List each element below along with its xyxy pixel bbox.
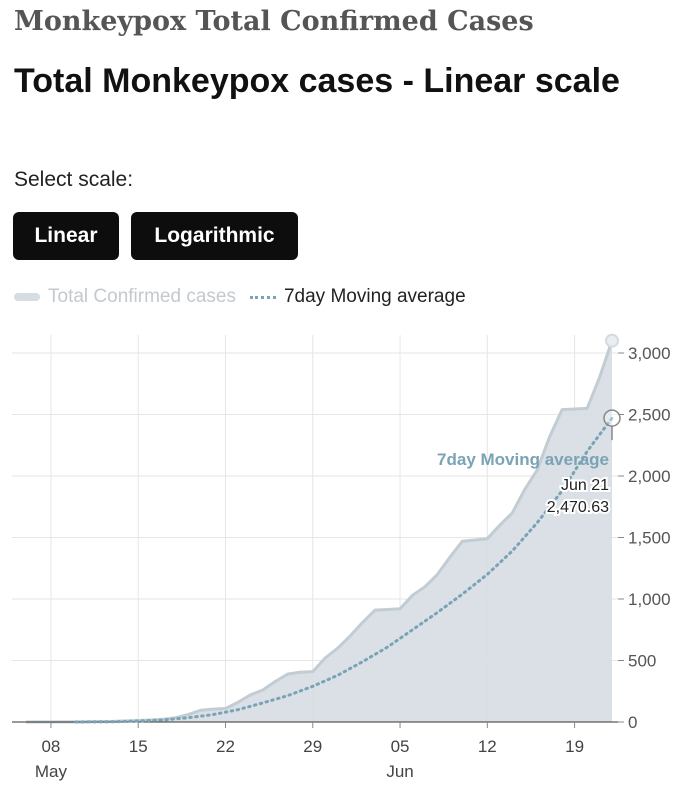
y-tick-label: 3,000 bbox=[628, 344, 671, 363]
x-tick-label: 12 bbox=[478, 737, 497, 756]
total-cases-end-marker bbox=[605, 333, 619, 348]
y-axis: 0 500 1,000 1,500 2,000 2,500 3,000 bbox=[618, 344, 671, 732]
y-tick-label: 1,500 bbox=[628, 529, 671, 548]
x-tick-label: 15 bbox=[129, 737, 148, 756]
chart-legend: Total Confirmed cases 7day Moving averag… bbox=[14, 286, 466, 308]
y-tick-label: 2,500 bbox=[628, 406, 671, 425]
site-title: Monkeypox Total Confirmed Cases bbox=[14, 6, 534, 37]
legend-moving-average[interactable]: 7day Moving average bbox=[283, 286, 466, 307]
scale-selector-label: Select scale: bbox=[14, 168, 134, 191]
y-tick-label: 1,000 bbox=[628, 590, 671, 609]
moving-average-line bbox=[74, 416, 614, 724]
x-tick-label: 19 bbox=[565, 737, 584, 756]
x-tick-label: 22 bbox=[216, 737, 235, 756]
moving-average-end-marker bbox=[603, 409, 621, 427]
x-axis: 08 May 15 22 29 05 Jun 12 19 bbox=[35, 722, 584, 781]
logarithmic-scale-button[interactable]: Logarithmic bbox=[131, 212, 298, 260]
moving-average-tooltip: 7day Moving average Jun 21 2,470.63 bbox=[437, 450, 611, 518]
total-cases-area bbox=[26, 340, 612, 722]
tooltip-date: Jun 21 bbox=[561, 477, 609, 494]
legend-total-cases[interactable]: Total Confirmed cases bbox=[48, 286, 236, 307]
y-tick-label: 0 bbox=[628, 713, 637, 732]
x-tick-label: 05 bbox=[391, 737, 410, 756]
tooltip-value: 2,470.63 bbox=[547, 499, 609, 516]
total-cases-swatch bbox=[14, 293, 40, 301]
chart-title: Total Monkeypox cases - Linear scale bbox=[14, 62, 620, 100]
x-tick-label: 29 bbox=[303, 737, 322, 756]
y-tick-label: 2,000 bbox=[628, 467, 671, 486]
x-month-label: May bbox=[35, 762, 68, 781]
x-tick-label: 08 bbox=[41, 737, 60, 756]
y-tick-label: 500 bbox=[628, 652, 656, 671]
x-month-label: Jun bbox=[386, 762, 413, 781]
moving-average-swatch bbox=[249, 295, 276, 299]
linear-scale-button[interactable]: Linear bbox=[13, 212, 119, 260]
total-cases-line bbox=[25, 340, 614, 724]
tooltip-series-name: 7day Moving average bbox=[437, 450, 609, 469]
